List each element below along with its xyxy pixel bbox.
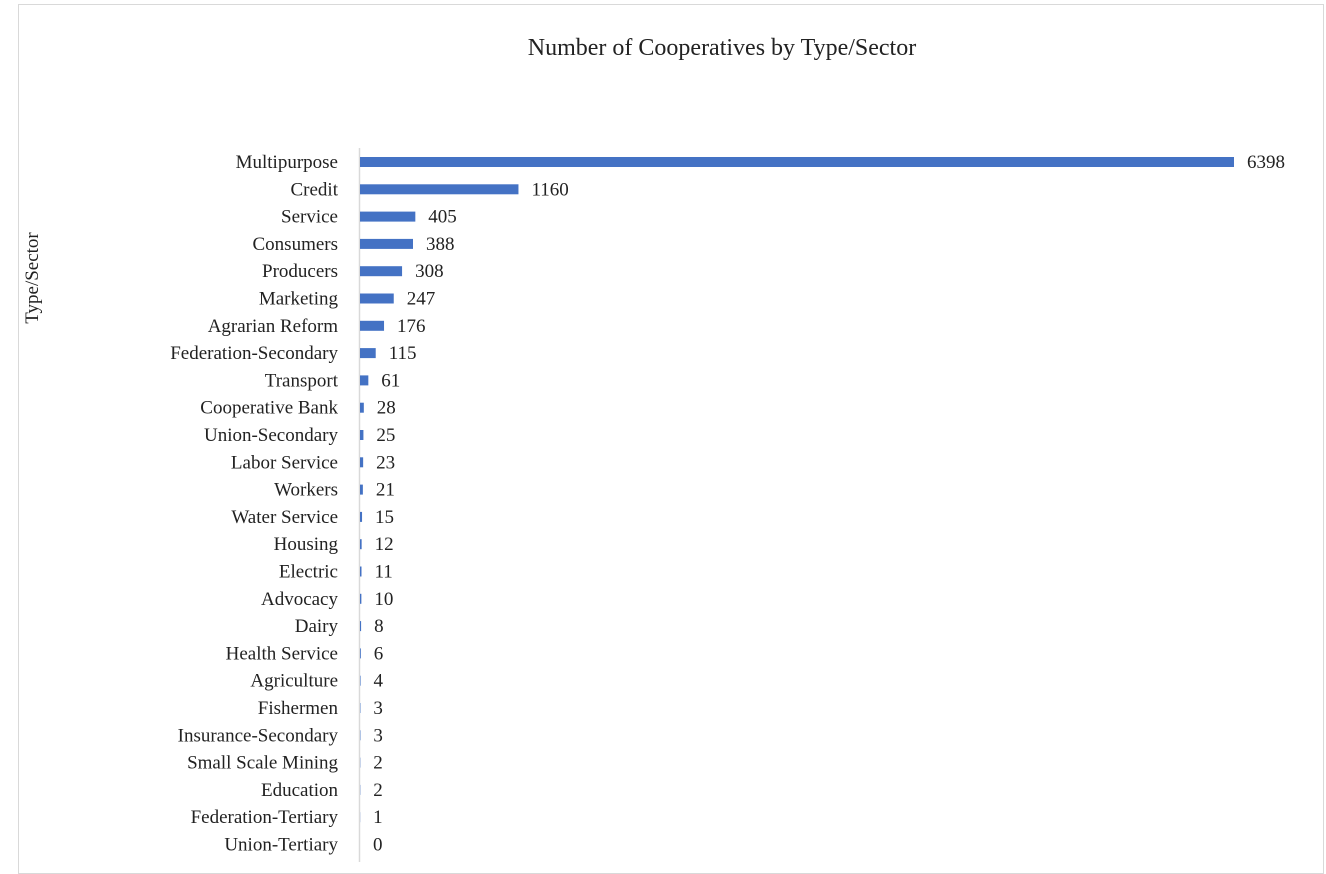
data-label: 12 bbox=[375, 534, 394, 555]
bar bbox=[360, 157, 1234, 167]
data-label: 2 bbox=[373, 780, 383, 801]
category-label: Union-Secondary bbox=[204, 425, 339, 446]
category-label: Dairy bbox=[295, 616, 339, 637]
bar bbox=[360, 648, 361, 658]
bar bbox=[360, 567, 362, 577]
bar bbox=[360, 184, 518, 194]
bar bbox=[360, 457, 363, 467]
data-label: 1160 bbox=[532, 179, 569, 200]
data-label: 21 bbox=[376, 480, 395, 501]
data-label: 28 bbox=[377, 398, 396, 419]
data-label: 247 bbox=[407, 289, 436, 310]
category-label: Credit bbox=[291, 179, 339, 200]
category-label: Insurance-Secondary bbox=[178, 725, 339, 746]
bar bbox=[360, 266, 402, 276]
category-label: Fishermen bbox=[258, 698, 339, 719]
category-label: Marketing bbox=[259, 289, 339, 310]
data-label: 2 bbox=[373, 753, 383, 774]
data-label: 388 bbox=[426, 234, 455, 255]
bar bbox=[360, 212, 415, 222]
data-label: 11 bbox=[375, 562, 393, 583]
data-label: 405 bbox=[428, 207, 457, 228]
bar bbox=[360, 430, 363, 440]
data-label: 6398 bbox=[1247, 152, 1285, 173]
chart-title: Number of Cooperatives by Type/Sector bbox=[528, 35, 916, 61]
category-label: Transport bbox=[265, 370, 339, 391]
bar bbox=[360, 321, 384, 331]
bar bbox=[360, 485, 363, 495]
category-label: Water Service bbox=[231, 507, 338, 528]
bar bbox=[360, 594, 361, 604]
category-label: Education bbox=[261, 780, 339, 801]
bar bbox=[360, 539, 362, 549]
data-label: 3 bbox=[373, 725, 383, 746]
bars-group bbox=[360, 157, 1234, 822]
category-label: Health Service bbox=[226, 643, 338, 664]
data-label: 23 bbox=[376, 452, 395, 473]
category-label: Small Scale Mining bbox=[187, 753, 338, 774]
bar bbox=[360, 294, 394, 304]
data-label: 8 bbox=[374, 616, 384, 637]
bar bbox=[360, 375, 368, 385]
category-label: Cooperative Bank bbox=[200, 398, 338, 419]
category-label: Producers bbox=[262, 261, 338, 282]
category-label: Labor Service bbox=[231, 452, 338, 473]
data-label: 25 bbox=[376, 425, 395, 446]
data-label: 1 bbox=[373, 807, 383, 828]
bar bbox=[360, 348, 376, 358]
data-label: 115 bbox=[389, 343, 417, 364]
data-label: 15 bbox=[375, 507, 394, 528]
data-label: 176 bbox=[397, 316, 426, 337]
category-label: Union-Tertiary bbox=[224, 835, 338, 856]
bar bbox=[360, 239, 413, 249]
data-label: 308 bbox=[415, 261, 444, 282]
bar bbox=[360, 621, 361, 631]
data-label: 0 bbox=[373, 835, 383, 856]
data-label: 61 bbox=[381, 370, 400, 391]
category-label: Agriculture bbox=[250, 671, 338, 692]
category-label: Federation-Secondary bbox=[170, 343, 338, 364]
category-labels-group: Multipurpose Credit Service Consumers Produc… bbox=[170, 152, 338, 856]
category-label: Workers bbox=[274, 480, 338, 501]
category-label: Electric bbox=[279, 562, 338, 583]
data-label: 6 bbox=[374, 643, 384, 664]
category-label: Multipurpose bbox=[236, 152, 338, 173]
data-label: 3 bbox=[373, 698, 383, 719]
category-label: Federation-Tertiary bbox=[191, 807, 339, 828]
bar bbox=[360, 512, 362, 522]
y-axis-title: Type/Sector bbox=[22, 232, 43, 324]
data-labels-group: 6398116040538830824717611561282523211512… bbox=[373, 152, 1285, 856]
data-label: 10 bbox=[374, 589, 393, 610]
category-label: Advocacy bbox=[261, 589, 339, 610]
data-label: 4 bbox=[374, 671, 384, 692]
bar bbox=[360, 676, 361, 686]
bar bbox=[360, 403, 364, 413]
category-label: Service bbox=[281, 207, 338, 228]
category-label: Housing bbox=[274, 534, 339, 555]
category-label: Consumers bbox=[253, 234, 339, 255]
category-label: Agrarian Reform bbox=[208, 316, 339, 337]
